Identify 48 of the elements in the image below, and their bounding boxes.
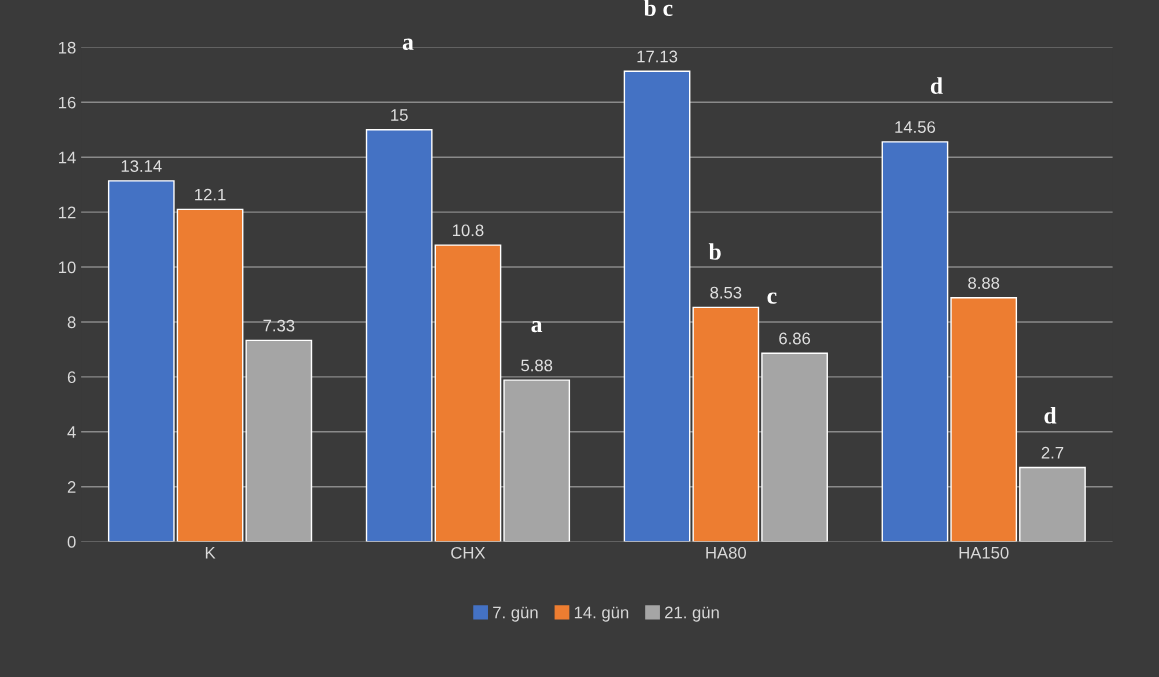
data-label: 17.13 [637, 50, 678, 63]
annotation: a [402, 38, 414, 50]
data-label: 6.86 [779, 332, 811, 345]
y-tick-label: 16 [59, 96, 76, 109]
data-label: 13.14 [121, 160, 162, 172]
data-label: 2.7 [1041, 446, 1064, 459]
data-label: 14.56 [895, 121, 936, 133]
bar [1019, 466, 1086, 542]
bar [950, 297, 1018, 542]
bar [692, 306, 760, 542]
y-tick-label: 10 [59, 261, 76, 274]
data-label: 15 [391, 109, 408, 121]
data-label: 7.33 [263, 319, 295, 332]
legend-label: 7. gün [493, 606, 538, 622]
y-tick-label: 4 [67, 426, 76, 438]
legend-label: 14. gün [574, 606, 629, 622]
annotation: d [1044, 407, 1057, 424]
x-tick-label: K [205, 547, 216, 559]
x-tick-label: HA150 [959, 546, 1009, 559]
y-tick-label: 12 [59, 206, 76, 219]
annotation: c [767, 292, 777, 304]
annotation: d [930, 77, 943, 94]
bar [245, 339, 313, 542]
data-label: 5.88 [521, 359, 553, 372]
bar [434, 244, 502, 542]
x-tick-label: CHX [451, 546, 486, 559]
y-tick-label: 2 [67, 481, 76, 493]
y-tick-label: 14 [59, 151, 76, 164]
text: b c [643, 0, 673, 17]
bar [503, 379, 571, 542]
bar [623, 70, 691, 542]
annotation: b [708, 243, 721, 260]
data-label: 10.8 [453, 224, 484, 237]
bar [881, 141, 949, 542]
data-label: 8.88 [968, 277, 1000, 289]
bar [176, 208, 244, 542]
data-label: 12.1 [195, 188, 226, 201]
y-tick-label: 0 [67, 536, 76, 548]
data-label: 8.53 [710, 286, 742, 299]
y-tick-label: 6 [67, 371, 76, 384]
bar [107, 180, 175, 542]
annotation: a [531, 320, 543, 333]
legend-label: 21. gün [665, 606, 719, 622]
x-tick-label: HA80 [706, 546, 747, 559]
y-tick-label: 8 [67, 316, 76, 329]
y-tick-label: 18 [59, 41, 76, 54]
bar [365, 129, 433, 542]
bar [761, 352, 828, 542]
